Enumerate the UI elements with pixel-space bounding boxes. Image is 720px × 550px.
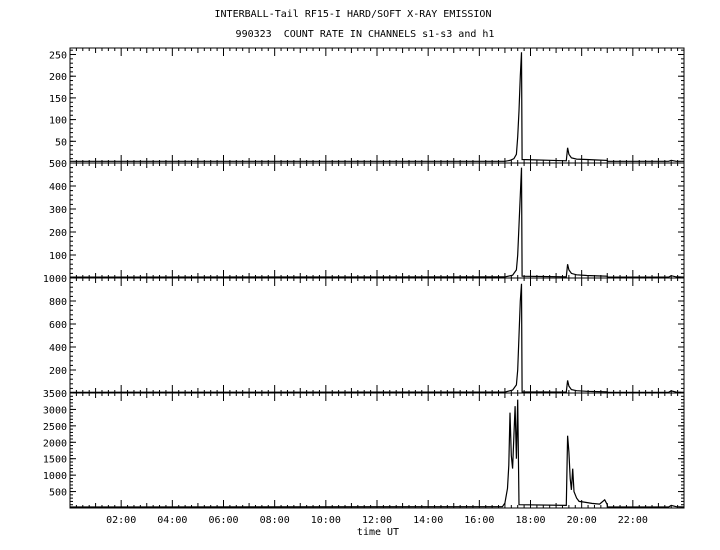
panel-3-ytick-label: 200 <box>49 366 67 377</box>
xtick-label: 10:00 <box>311 515 341 526</box>
panel-1-ytick-label: 150 <box>49 94 67 105</box>
xtick-label: 04:00 <box>157 515 187 526</box>
panel-2-ytick-label: 500 <box>49 159 67 170</box>
panel-4-ytick-label: 1000 <box>43 471 67 482</box>
xtick-label: 14:00 <box>413 515 443 526</box>
xtick-label: 12:00 <box>362 515 392 526</box>
xtick-label: 20:00 <box>567 515 597 526</box>
panel-1-frame <box>69 47 685 164</box>
panel-1-ytick-label: 50 <box>55 137 67 148</box>
xtick-label: 02:00 <box>106 515 136 526</box>
xtick-label: 22:00 <box>618 515 648 526</box>
chart-title: INTERBALL-Tail RF15-I HARD/SOFT X-RAY EM… <box>214 9 492 20</box>
panel-4-ytick-label: 2000 <box>43 438 67 449</box>
x-axis-label: time UT <box>356 527 400 538</box>
panel-4-ytick-label: 1500 <box>43 455 67 466</box>
xtick-label: 16:00 <box>464 515 494 526</box>
panel-4-ytick-label: 3000 <box>43 405 67 416</box>
panel-4-ytick-label: 500 <box>49 488 67 499</box>
panel-2-ytick-label: 100 <box>49 251 67 262</box>
xtick-label: 18:00 <box>515 515 545 526</box>
panel-2-ytick-label: 200 <box>49 228 67 239</box>
chart-subtitle: 990323 COUNT RATE IN CHANNELS s1-s3 and … <box>235 29 495 40</box>
panel-1-ytick-label: 250 <box>49 51 67 62</box>
panel-1-ytick-label: 200 <box>49 72 67 83</box>
panel-3-ytick-label: 600 <box>49 320 67 331</box>
panel-3-ytick-label: 400 <box>49 343 67 354</box>
panel-1-series-line <box>70 52 684 162</box>
panel-3-ytick-label: 800 <box>49 297 67 308</box>
panel-3-frame <box>69 277 685 394</box>
panel-2-ytick-label: 300 <box>49 205 67 216</box>
panel-3-ytick-label: 1000 <box>43 274 67 285</box>
panel-4-ytick-label: 3500 <box>43 389 67 400</box>
panel-2-ytick-label: 400 <box>49 182 67 193</box>
panel-2-series-line <box>69 167 685 278</box>
panel-4-ytick-label: 2500 <box>43 422 67 433</box>
panel-3-series-line <box>69 283 685 393</box>
panel-1-ytick-label: 100 <box>49 116 67 127</box>
xtick-label: 06:00 <box>208 515 238 526</box>
panel-2-frame <box>69 162 685 279</box>
xtick-label: 08:00 <box>260 515 290 526</box>
panel-4-frame <box>69 392 685 509</box>
panel-4-series-line <box>69 399 685 508</box>
